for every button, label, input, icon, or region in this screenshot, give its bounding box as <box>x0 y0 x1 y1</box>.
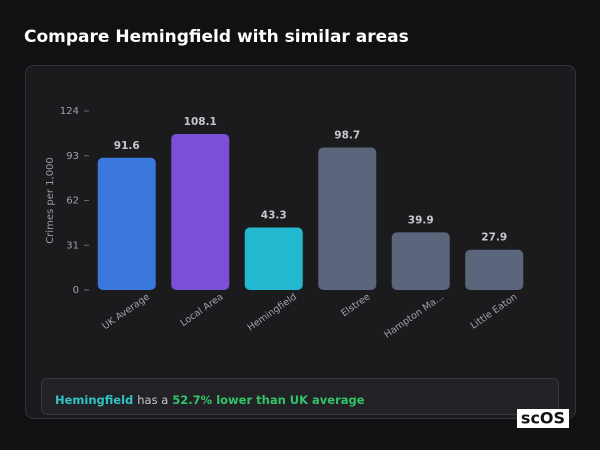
y-axis-label: Crimes per 1,000 <box>45 157 56 244</box>
value-label: 39.9 <box>408 214 434 226</box>
bar <box>391 232 450 290</box>
y-tick-label: 0 <box>73 285 79 296</box>
value-label: 91.6 <box>114 140 140 152</box>
bar <box>318 147 377 290</box>
summary-box <box>41 378 559 415</box>
value-label: 27.9 <box>481 232 507 244</box>
summary-connector: has a <box>137 393 168 407</box>
summary-area: Hemingfield <box>55 393 133 407</box>
bar <box>97 157 156 290</box>
y-tick-label: 62 <box>66 196 79 207</box>
bar <box>244 227 303 290</box>
summary-text: Hemingfield has a 52.7% lower than UK aver… <box>55 393 365 407</box>
y-tick-label: 93 <box>66 151 79 162</box>
logo-box <box>517 409 569 428</box>
bar <box>171 133 230 290</box>
value-label: 43.3 <box>261 209 287 221</box>
logo: scOS <box>521 409 565 428</box>
value-label: 108.1 <box>184 116 217 128</box>
y-tick-label: 31 <box>66 240 79 251</box>
value-label: 98.7 <box>334 130 360 142</box>
y-tick-label: 124 <box>60 106 79 117</box>
summary-highlight: 52.7% lower than UK average <box>172 393 364 407</box>
page-title: Compare Hemingfield with similar areas <box>24 27 409 47</box>
bar <box>465 249 524 290</box>
